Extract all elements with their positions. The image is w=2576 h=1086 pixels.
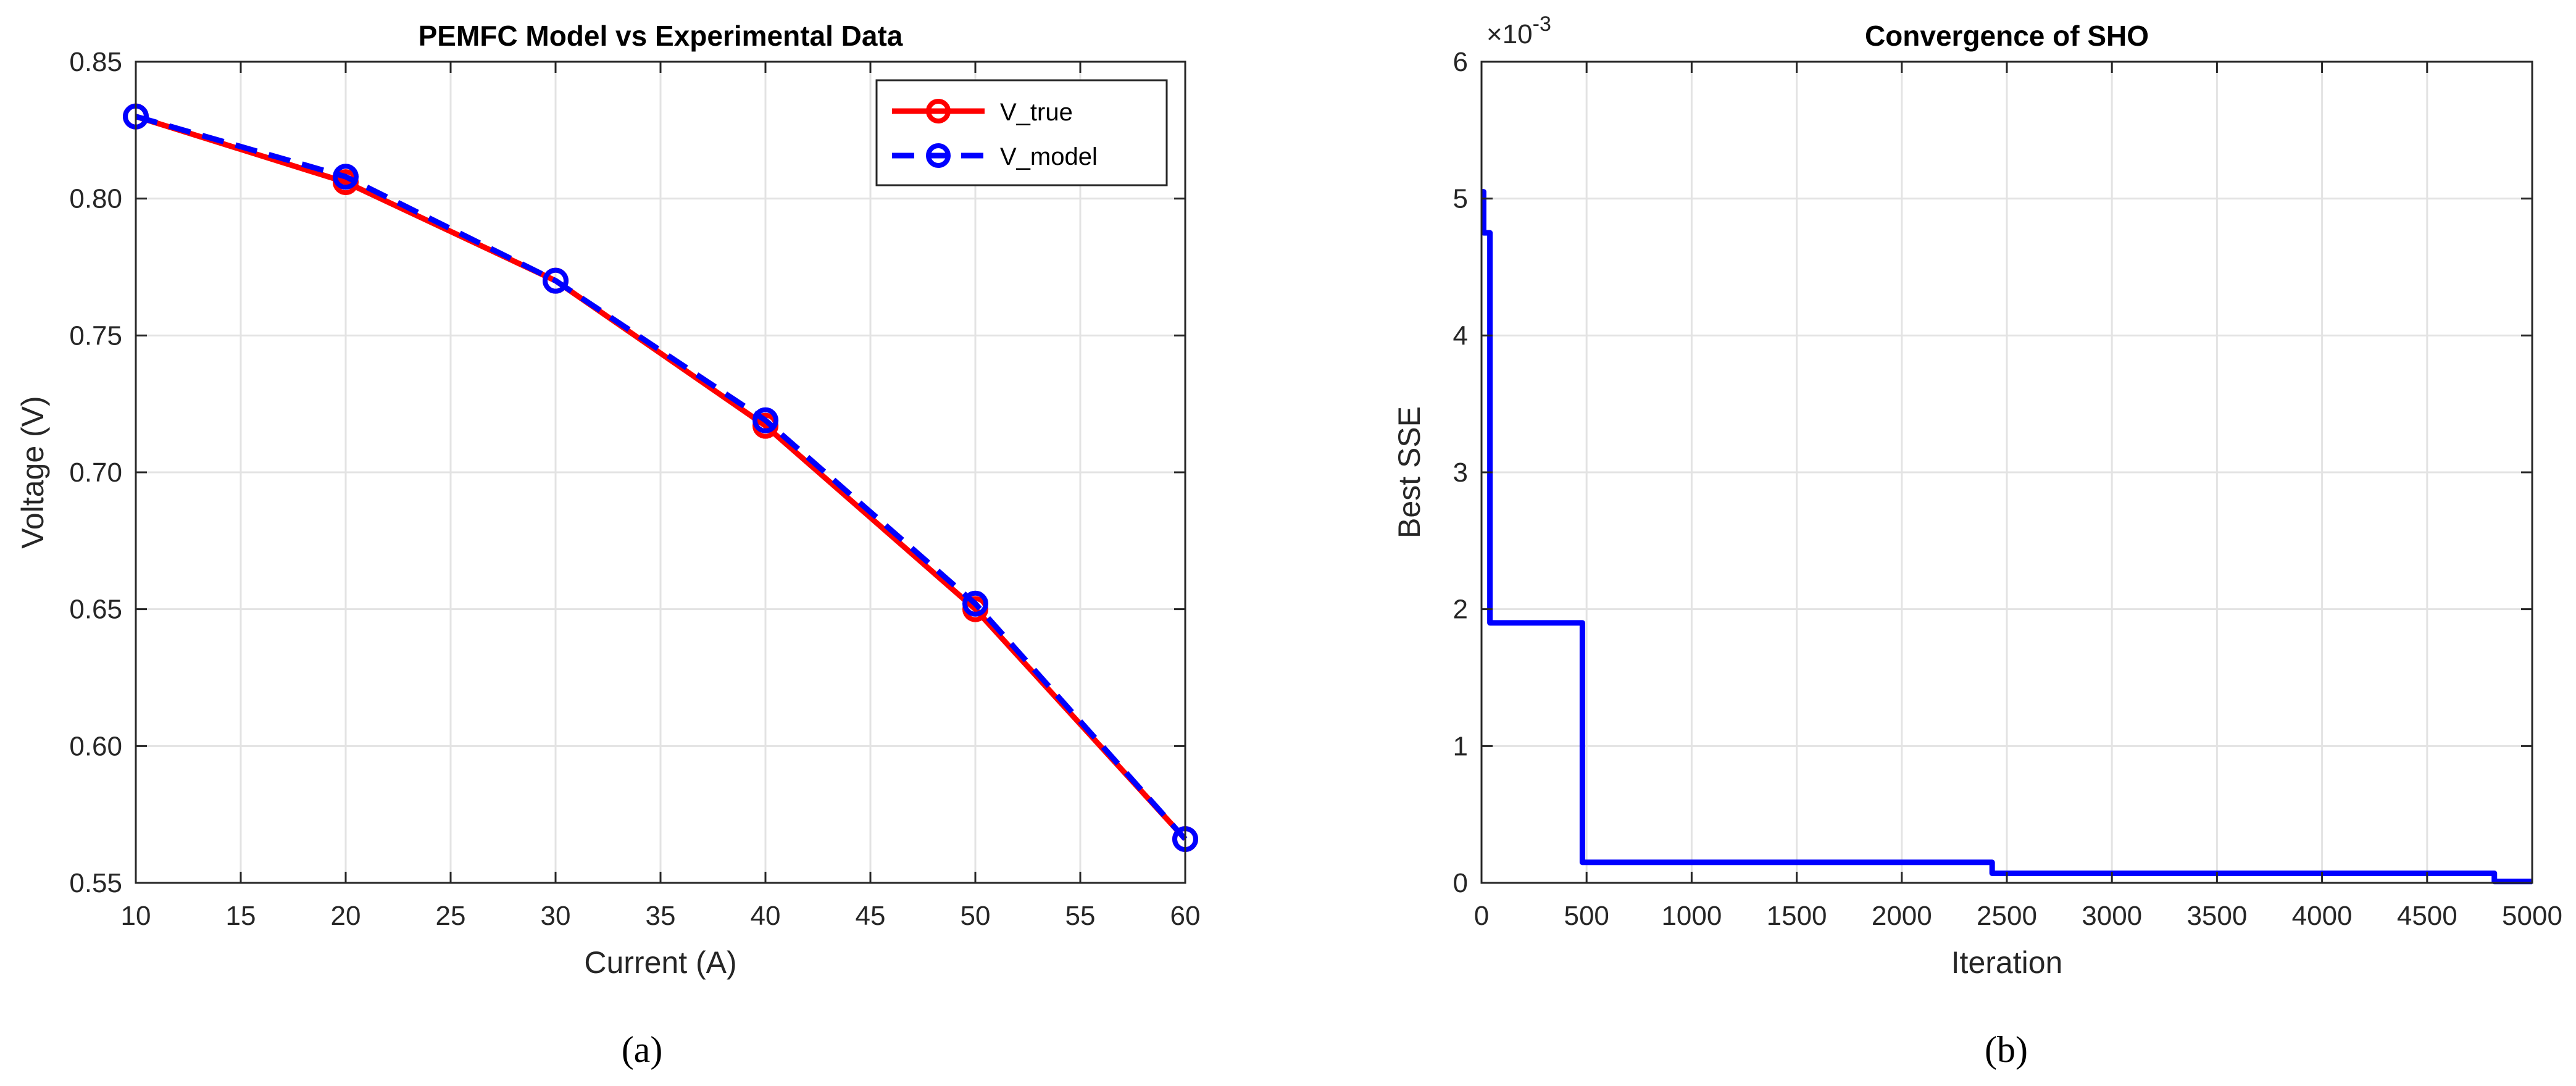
legend-box (875, 79, 1168, 186)
series-line-V_true (135, 114, 1188, 842)
legend-marker-V_true (926, 99, 951, 123)
chart-title: Convergence of SHO (1865, 20, 2149, 52)
legend: V_true V_model (875, 79, 1168, 186)
x-tick-label: 4000 (2292, 901, 2353, 931)
y-tick-label: 0.60 (69, 731, 122, 761)
x-tick-label: 20 (331, 901, 361, 931)
y-tick-label: 6 (1453, 47, 1468, 77)
series-line-sse (1480, 189, 2532, 885)
x-tick-label: 10 (121, 901, 151, 931)
data-point (752, 407, 778, 433)
y-tick-label: 0 (1453, 868, 1468, 898)
x-tick-label: 45 (856, 901, 886, 931)
y-tick-label: 1 (1453, 731, 1468, 761)
y-tick-label: 0.85 (69, 47, 122, 77)
y-tick-label: 0.70 (69, 457, 122, 488)
x-tick-label: 55 (1065, 901, 1096, 931)
x-tick-label: 1500 (1767, 901, 1827, 931)
exponent-power: -3 (1533, 12, 1551, 36)
chart-b: 0 500 1000 1500 2000 2500 3000 3500 4000 4500 5000… (1392, 12, 2562, 1070)
y-tick-label: 5 (1453, 184, 1468, 214)
y-axis-label: Voltage (V) (15, 396, 50, 548)
data-point (333, 164, 359, 190)
x-tick-label: 500 (1564, 901, 1609, 931)
legend-label-V_model: V_model (1000, 143, 1098, 170)
x-tick-label: 60 (1170, 901, 1201, 931)
x-axis-label: Current (A) (584, 945, 736, 980)
x-tick-label: 3500 (2186, 901, 2247, 931)
x-tick-label: 4500 (2397, 901, 2457, 931)
x-tick-label: 35 (646, 901, 676, 931)
y-tick-label: 0.55 (69, 868, 122, 898)
x-tick-label: 15 (226, 901, 256, 931)
y-tick-label: 0.75 (69, 320, 122, 351)
chart-a: 10 15 20 25 30 35 40 45 50 55 60 0.55 0.60 0.65 0.70 0.… (15, 20, 1200, 1070)
x-tick-label: 5000 (2502, 901, 2562, 931)
panel-caption: (a) (622, 1029, 663, 1070)
x-tick-label: 2500 (1977, 901, 2037, 931)
x-tick-label: 0 (1474, 901, 1489, 931)
y-tick-label: 4 (1453, 320, 1468, 351)
x-tick-label: 1000 (1661, 901, 1722, 931)
x-tick-label: 50 (961, 901, 991, 931)
x-tick-label: 3000 (2082, 901, 2142, 931)
x-tick-label: 2000 (1872, 901, 1932, 931)
y-tick-label: 3 (1453, 457, 1468, 488)
panel-caption: (b) (1985, 1029, 2028, 1070)
data-point (543, 267, 569, 294)
x-tick-label: 40 (751, 901, 781, 931)
y-exponent-label: ×10-3 (1486, 12, 1551, 49)
y-tick-label: 2 (1453, 595, 1468, 625)
chart-title: PEMFC Model vs Experimental Data (419, 20, 903, 52)
legend-marker-V_model (926, 143, 951, 168)
x-tick-label: 25 (436, 901, 466, 931)
legend-label-V_true: V_true (1000, 99, 1073, 126)
x-tick-label: 30 (541, 901, 571, 931)
series-line-V_model (135, 114, 1188, 842)
data-point (962, 590, 988, 617)
exponent-base: ×10 (1486, 19, 1533, 49)
y-tick-label: 0.65 (69, 595, 122, 625)
y-axis-label: Best SSE (1392, 406, 1427, 538)
x-axis-label: Iteration (1951, 945, 2063, 980)
y-tick-label: 0.80 (69, 184, 122, 214)
